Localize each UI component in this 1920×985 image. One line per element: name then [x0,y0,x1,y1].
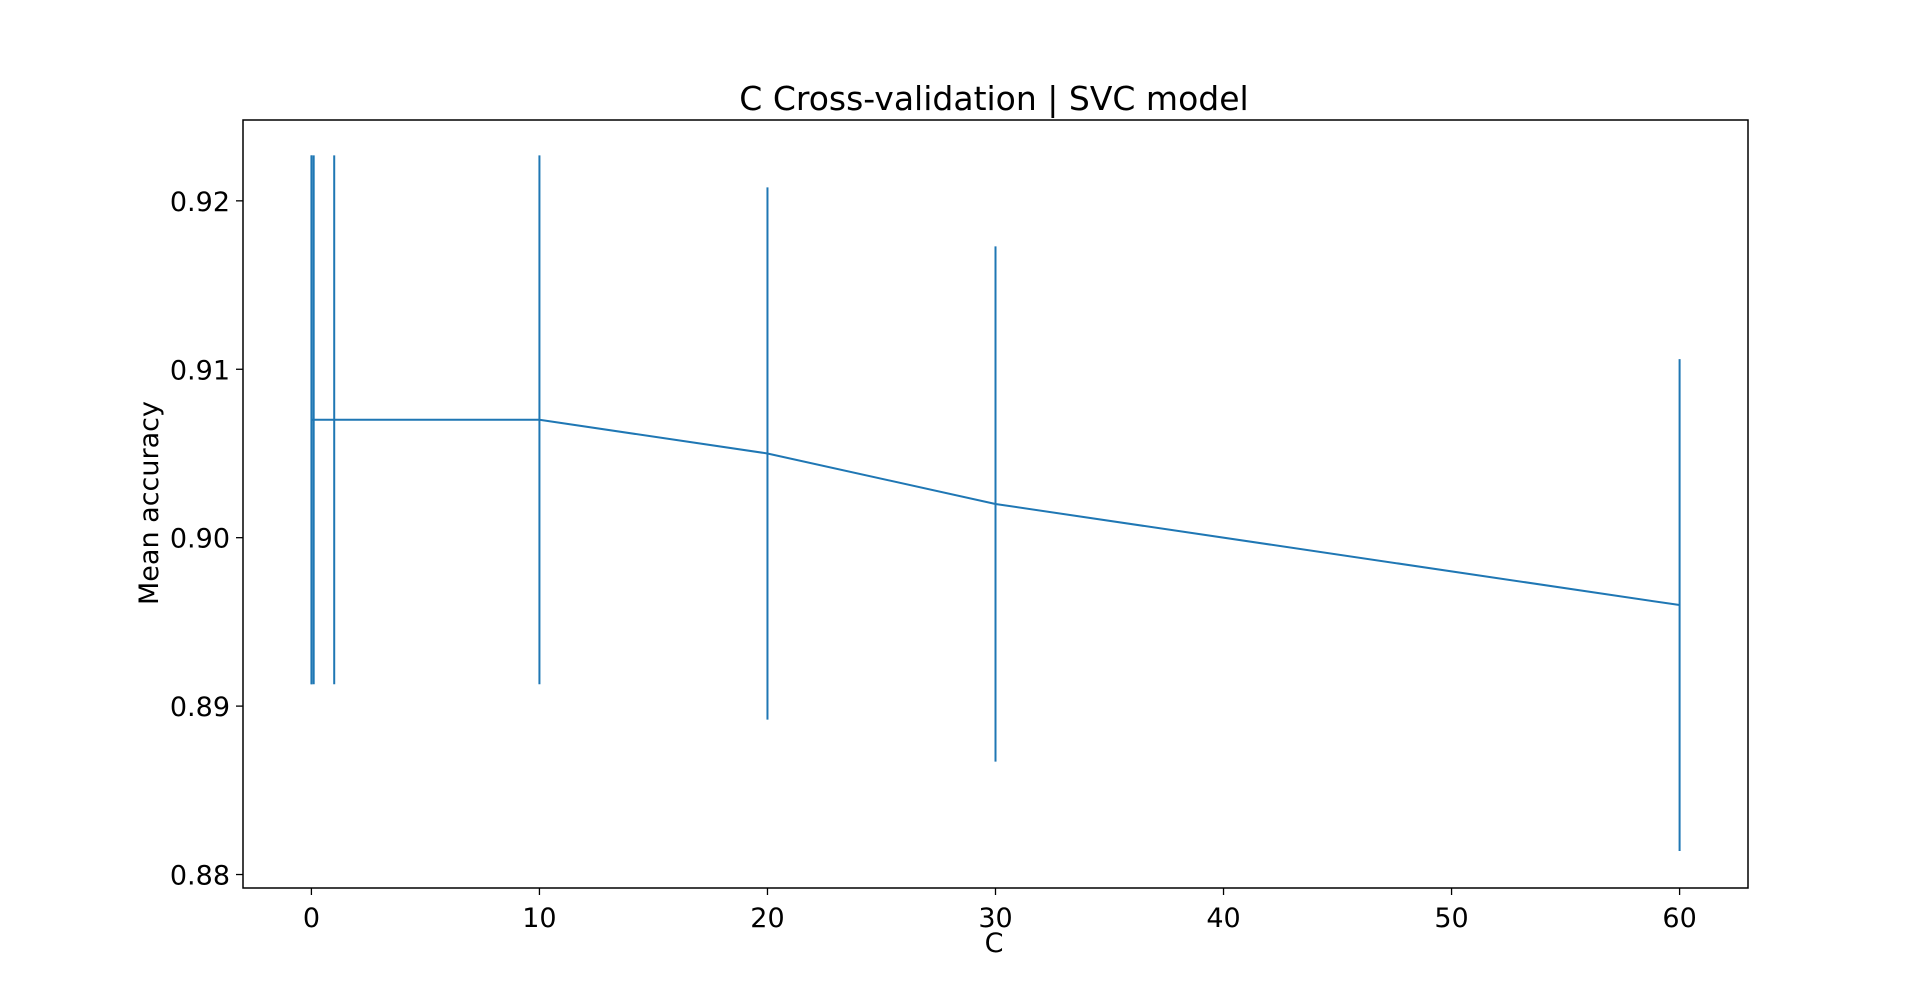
x-tick-label: 60 [1662,903,1696,934]
x-axis: 0 10 20 30 40 50 60 [303,888,1697,934]
x-tick-label: 10 [522,903,556,934]
plot-area [310,155,1681,851]
x-tick-label: 40 [1206,903,1240,934]
x-axis-label: C [985,928,1004,959]
x-tick-label: 30 [978,903,1012,934]
y-axis-label: Mean accuracy [134,401,165,605]
y-tick-label: 0.88 [170,861,230,892]
y-tick-label: 0.89 [170,692,230,723]
x-tick-label: 20 [750,903,784,934]
y-tick-label: 0.90 [170,524,230,555]
chart-title: C Cross-validation | SVC model [739,79,1248,118]
y-tick-label: 0.92 [170,187,230,218]
y-axis: 0.88 0.89 0.90 0.91 0.92 [170,187,243,892]
y-tick-label: 0.91 [170,355,230,386]
x-tick-label: 50 [1434,903,1468,934]
x-tick-label: 0 [303,903,320,934]
